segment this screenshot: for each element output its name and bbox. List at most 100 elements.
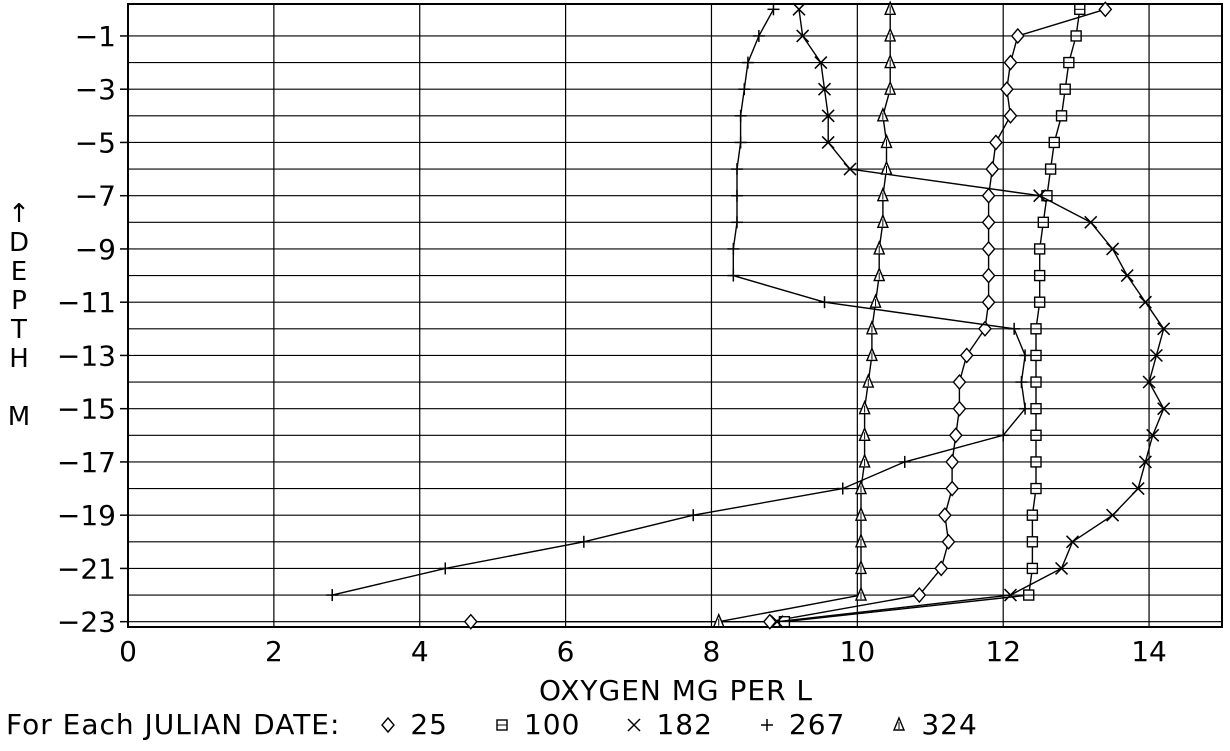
y-tick-label: −5 xyxy=(75,126,116,159)
diamond-marker-icon xyxy=(381,716,396,733)
series-182 xyxy=(770,2,1171,629)
tick-labels: 0 2 4 6 8 10 12 14 −1 −3 −5 −7 −9 −11 −13 −15 −17 −19 −21 −… xyxy=(57,20,1167,668)
data-point-267 xyxy=(836,482,849,495)
data-point-25 xyxy=(1003,107,1018,124)
legend-marker xyxy=(496,719,508,731)
data-point-182 xyxy=(817,82,832,96)
x-tick-label: 8 xyxy=(703,635,721,668)
y-tick-label: −3 xyxy=(75,73,116,106)
data-point-100 xyxy=(1030,323,1042,335)
data-point-182 xyxy=(1065,535,1080,549)
data-point-324 xyxy=(884,0,897,16)
data-point-324 xyxy=(854,506,868,521)
y-tick-label: −7 xyxy=(75,180,116,213)
data-point-100 xyxy=(1033,296,1046,308)
data-point-182 xyxy=(1146,428,1160,442)
data-point-100 xyxy=(1037,216,1050,229)
data-point-267 xyxy=(687,509,700,522)
series-line-182 xyxy=(777,9,1165,623)
data-point-182 xyxy=(792,2,806,16)
legend-marker xyxy=(893,715,906,731)
y-tick-label: −11 xyxy=(57,286,116,319)
data-point-100 xyxy=(1026,536,1039,548)
series-25 xyxy=(463,1,1113,630)
data-point-324 xyxy=(876,186,889,202)
data-point-324 xyxy=(869,293,882,308)
data-point-267 xyxy=(730,163,743,176)
data-point-324 xyxy=(876,213,889,229)
series-layer xyxy=(326,0,1171,630)
data-point-182 xyxy=(1003,588,1018,602)
data-point-182 xyxy=(814,56,828,70)
data-point-25 xyxy=(952,400,967,417)
y-axis-label-letter: P xyxy=(11,286,27,316)
data-point-182 xyxy=(1157,402,1171,416)
data-point-100 xyxy=(1033,269,1046,282)
data-point-267 xyxy=(767,3,780,16)
x-tick-label: 12 xyxy=(985,635,1021,668)
x-tick-label: 6 xyxy=(557,635,575,668)
data-point-324 xyxy=(884,80,897,95)
data-point-182 xyxy=(821,109,835,123)
square-marker-icon xyxy=(496,719,508,731)
data-point-25 xyxy=(945,453,960,471)
series-267 xyxy=(326,3,1032,602)
data-point-324 xyxy=(873,240,886,255)
data-point-100 xyxy=(1026,509,1039,521)
data-point-324 xyxy=(854,559,868,575)
x-tick-label: 10 xyxy=(840,635,876,668)
data-point-267 xyxy=(741,56,754,69)
y-axis-label-letter: M xyxy=(8,402,30,432)
data-point-25 xyxy=(912,586,927,604)
x-tick-label: 14 xyxy=(1131,635,1167,668)
data-point-267 xyxy=(734,109,747,122)
data-point-100 xyxy=(1030,456,1042,468)
data-point-25 xyxy=(999,81,1014,98)
data-point-182 xyxy=(1120,269,1134,283)
grid xyxy=(127,4,1222,627)
data-point-182 xyxy=(1055,561,1069,575)
data-point-267 xyxy=(734,136,747,149)
data-point-324 xyxy=(880,160,893,175)
data-point-25 xyxy=(981,214,996,231)
data-point-182 xyxy=(1157,322,1171,336)
data-point-182 xyxy=(1084,215,1098,229)
data-point-100 xyxy=(1030,402,1042,415)
data-point-324 xyxy=(865,346,878,362)
data-point-100 xyxy=(1055,110,1068,122)
data-point-25 xyxy=(959,347,974,364)
legend-title: For Each JULIAN DATE: xyxy=(6,707,341,741)
data-point-324 xyxy=(884,53,897,69)
data-point-267 xyxy=(730,216,743,229)
legend-entry-324: 324 xyxy=(885,707,977,741)
series-line-100 xyxy=(784,9,1081,623)
data-point-324 xyxy=(854,532,868,548)
data-point-182 xyxy=(1142,375,1156,389)
legend-label: 182 xyxy=(656,708,713,742)
data-point-267 xyxy=(1015,376,1028,389)
data-point-267 xyxy=(1019,402,1032,415)
data-point-267 xyxy=(1008,322,1021,335)
legend-label: 25 xyxy=(410,708,448,742)
data-point-324 xyxy=(712,612,725,628)
y-tick-label: −19 xyxy=(57,499,116,532)
legend-entry-267: 267 xyxy=(753,707,845,741)
data-point-182 xyxy=(843,162,857,176)
data-point-182 xyxy=(770,615,784,629)
data-point-100 xyxy=(1030,349,1042,362)
data-point-182 xyxy=(1106,508,1120,522)
data-point-25 xyxy=(981,240,996,258)
data-point-25 xyxy=(941,533,956,550)
data-point-25 xyxy=(463,613,478,630)
data-point-25 xyxy=(988,134,1003,151)
data-point-25 xyxy=(934,560,949,577)
y-tick-label: −23 xyxy=(57,606,116,639)
y-axis-label-letter: E xyxy=(11,257,27,287)
data-point-324 xyxy=(854,586,868,601)
y-tick-label: −9 xyxy=(75,233,116,266)
legend-marker xyxy=(760,718,773,731)
data-point-100 xyxy=(1070,30,1082,42)
x-tick-label: 0 xyxy=(119,635,137,668)
y-tick-label: −15 xyxy=(57,393,116,426)
data-point-324 xyxy=(854,479,868,495)
